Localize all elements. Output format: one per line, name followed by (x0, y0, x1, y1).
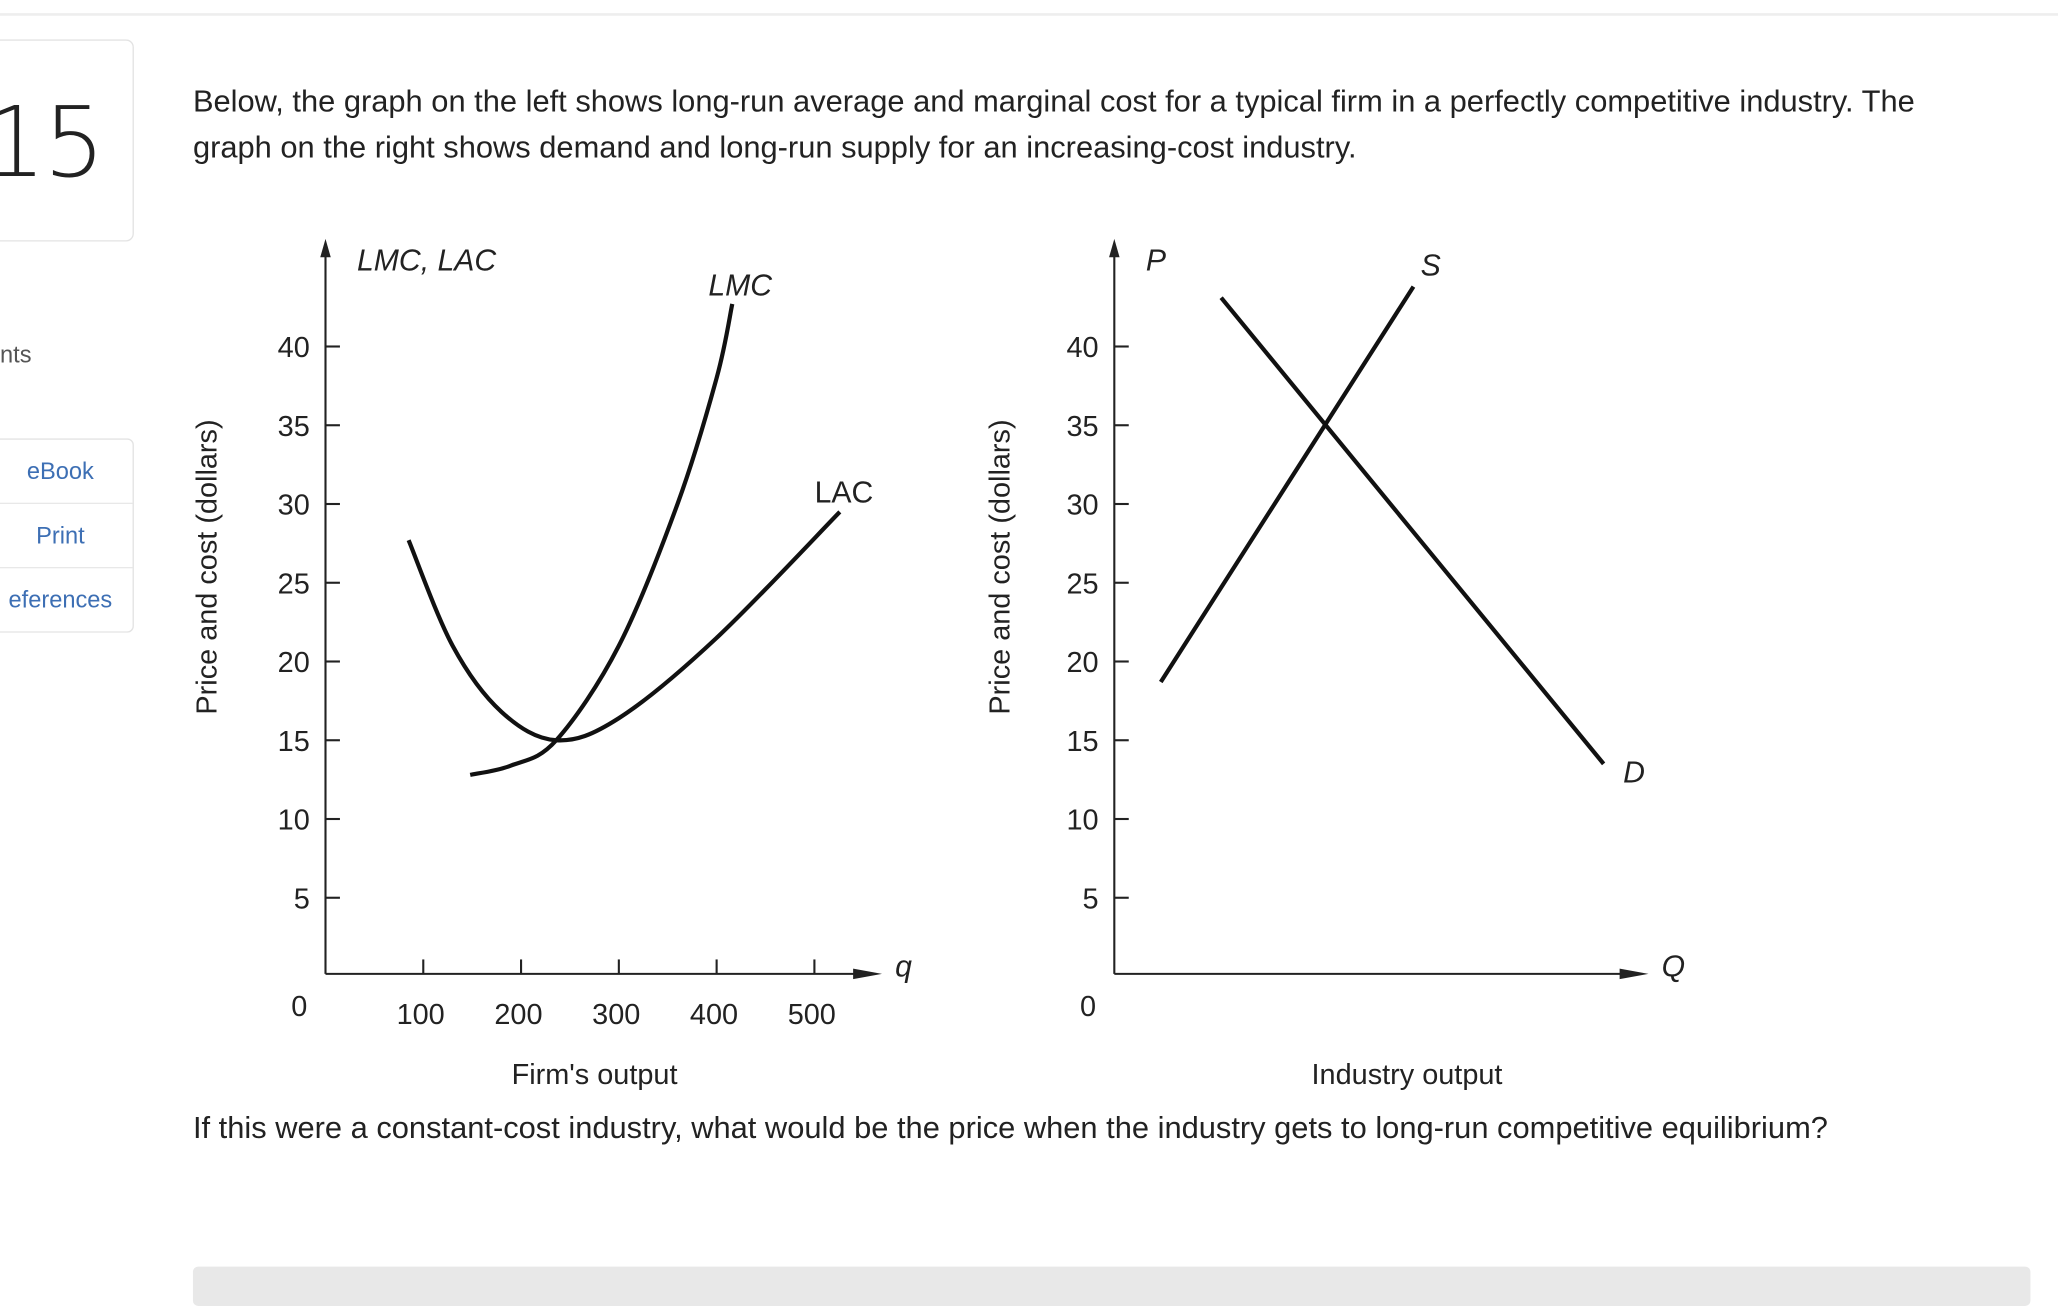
x-tick-label: 200 (494, 999, 542, 1031)
y-tick-label: 25 (1066, 568, 1098, 600)
x-axis-symbol: q (895, 951, 912, 984)
tools-panel: eBook Print eferences (0, 438, 134, 633)
y-tick-label: 30 (278, 490, 310, 522)
top-divider (0, 13, 2058, 16)
question-number-card (0, 39, 134, 242)
intro-text: Below, the graph on the left shows long-… (192, 84, 1915, 165)
print-button[interactable]: Print (0, 504, 133, 569)
x-tick-label: 300 (592, 999, 640, 1031)
curve-lmc (469, 303, 735, 777)
answer-area[interactable] (192, 1266, 2031, 1306)
chart-title: P (1146, 244, 1166, 277)
curve-label-lac: LAC (815, 477, 874, 510)
curve-lac (406, 510, 842, 743)
y-tick-label: 40 (1066, 332, 1098, 364)
curve-d (1219, 296, 1606, 766)
y-tick-label: 5 (294, 883, 310, 915)
y-tick-label: 25 (278, 568, 310, 600)
y-tick-label: 20 (278, 647, 310, 679)
y-tick-label: 20 (1066, 647, 1098, 679)
y-axis-label: Price and cost (dollars) (984, 419, 1016, 714)
chart-title: LMC, LAC (357, 244, 496, 277)
y-tick-label: 15 (278, 726, 310, 758)
curve-label-s: S (1421, 250, 1441, 283)
references-button[interactable]: eferences (0, 568, 133, 631)
y-axis-arrow (1109, 238, 1120, 258)
y-axis-label: Price and cost (dollars) (192, 419, 224, 714)
y-tick-label: 35 (278, 411, 310, 443)
print-label: Print (36, 522, 85, 549)
y-tick-label: 5 (1083, 883, 1099, 915)
x-axis-symbol: Q (1662, 951, 1685, 984)
curve-label-lmc: LMC (708, 269, 772, 302)
y-tick-label: 15 (1066, 726, 1098, 758)
y-tick-label: 10 (1066, 805, 1098, 837)
points-label: nts (0, 341, 32, 368)
x-tick-label: 500 (788, 999, 836, 1031)
y-tick-label: 35 (1066, 411, 1098, 443)
question-text: If this were a constant-cost industry, w… (192, 1110, 1828, 1145)
x-tick-label: 100 (397, 999, 445, 1031)
ebook-button[interactable]: eBook (0, 440, 133, 504)
origin-label: 0 (1080, 991, 1096, 1023)
question-number: 15 (0, 86, 105, 200)
x-tick-label: 400 (690, 999, 738, 1031)
x-axis-arrow (1619, 968, 1649, 980)
y-tick-label: 10 (278, 805, 310, 837)
origin-label: 0 (291, 991, 307, 1023)
references-label: eferences (8, 586, 113, 613)
x-axis-arrow (853, 968, 882, 980)
y-tick-label: 30 (1066, 490, 1098, 522)
y-axis-arrow (320, 238, 331, 258)
ebook-label: eBook (26, 458, 94, 485)
curve-label-d: D (1623, 756, 1645, 789)
x-axis-label: Firm's output (512, 1059, 678, 1091)
curve-s (1159, 285, 1416, 684)
y-tick-label: 40 (278, 332, 310, 364)
x-axis-label: Industry output (1312, 1059, 1503, 1091)
